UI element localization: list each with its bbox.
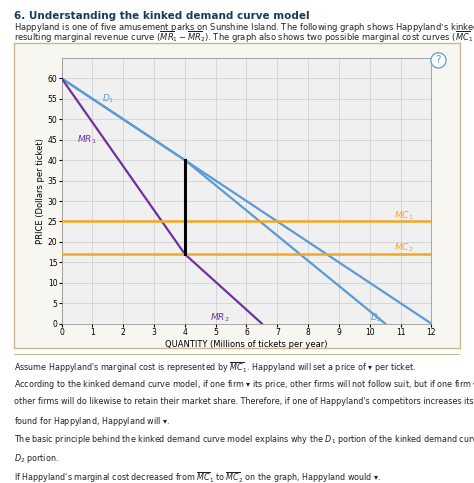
Text: $D_2$: $D_2$ — [370, 311, 382, 324]
Text: other firms will do likewise to retain their market share. Therefore, if one of : other firms will do likewise to retain t… — [14, 397, 474, 406]
Text: found for Happyland, Happyland will $\blacktriangledown$.: found for Happyland, Happyland will $\bl… — [14, 415, 171, 428]
Text: $MC_1$: $MC_1$ — [394, 209, 414, 222]
Text: Happyland is one of five amusement parks on Sunshine Island. The following graph: Happyland is one of five amusement parks… — [14, 21, 474, 34]
Text: 6. Understanding the kinked demand curve model: 6. Understanding the kinked demand curve… — [14, 11, 310, 21]
Y-axis label: PRICE (Dollars per ticket): PRICE (Dollars per ticket) — [36, 138, 45, 244]
Text: resulting marginal revenue curve $(\overline{MR}_1 - \overline{MR}_2)$. The grap: resulting marginal revenue curve $(\over… — [14, 30, 474, 45]
Text: If Happyland's marginal cost decreased from $\overline{MC}_1$ to $\overline{MC}_: If Happyland's marginal cost decreased f… — [14, 470, 382, 483]
Text: $D_1$: $D_1$ — [101, 93, 114, 105]
Text: $MR_2$: $MR_2$ — [210, 311, 229, 324]
X-axis label: QUANTITY (Millions of tickets per year): QUANTITY (Millions of tickets per year) — [165, 340, 328, 349]
Text: Assume Happyland's marginal cost is represented by $\overline{MC}_1$. Happyland : Assume Happyland's marginal cost is repr… — [14, 360, 416, 375]
Text: According to the kinked demand curve model, if one firm $\blacktriangledown$ its: According to the kinked demand curve mod… — [14, 378, 474, 391]
Text: $MC_2$: $MC_2$ — [394, 242, 414, 254]
Text: $MR_1$: $MR_1$ — [77, 133, 97, 146]
Text: $D_2$ portion.: $D_2$ portion. — [14, 452, 59, 465]
Text: The basic principle behind the kinked demand curve model explains why the $D_1$ : The basic principle behind the kinked de… — [14, 433, 474, 446]
Text: ?: ? — [436, 56, 441, 65]
